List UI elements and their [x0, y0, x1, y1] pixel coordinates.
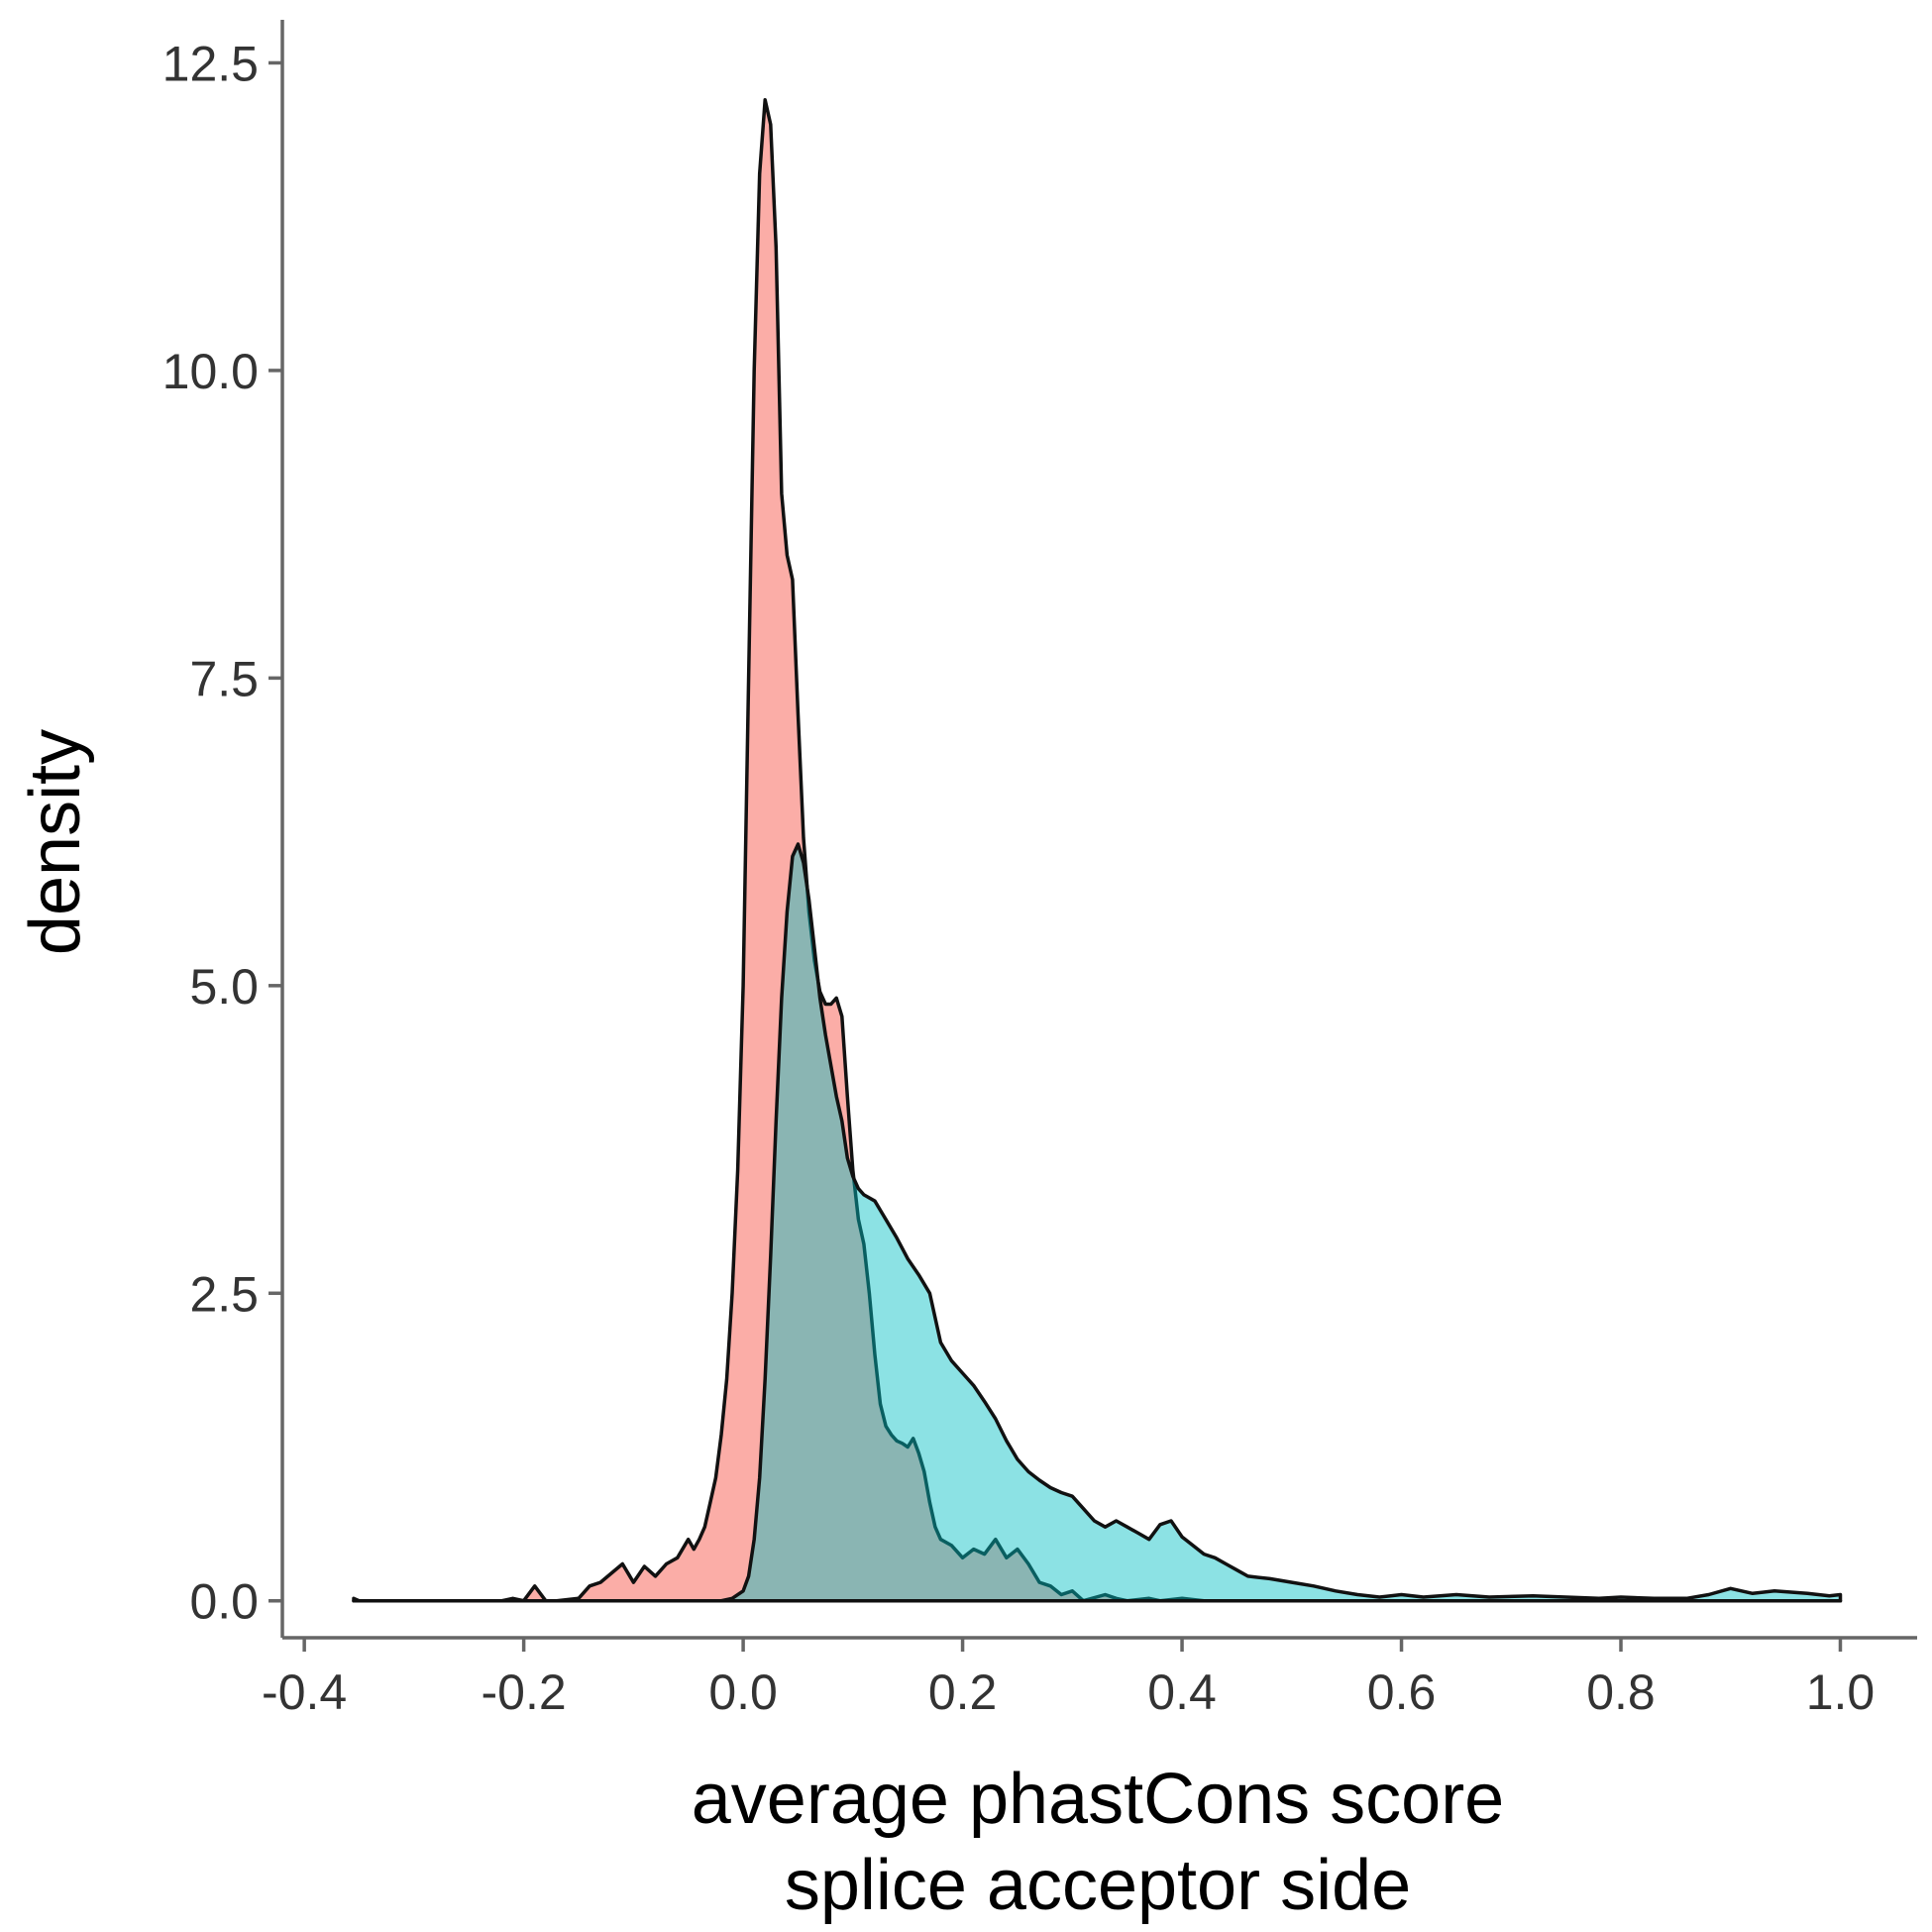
x-tick-label: 0.0 — [708, 1664, 778, 1720]
density-area-2 — [352, 842, 1843, 1603]
y-tick-label: 0.0 — [189, 1574, 259, 1630]
y-tick-label: 7.5 — [189, 651, 259, 706]
x-tick-label: 1.0 — [1806, 1664, 1876, 1720]
density-areas — [352, 97, 1843, 1603]
x-axis-ticks: -0.4 -0.2 0.0 0.2 0.4 0.6 0.8 1.0 — [262, 1638, 1875, 1720]
y-axis-ticks: 0.0 2.5 5.0 7.5 10.0 12.5 — [162, 36, 282, 1630]
y-tick-label: 2.5 — [189, 1266, 259, 1322]
y-tick-label: 12.5 — [162, 36, 259, 91]
x-tick-label: -0.4 — [262, 1664, 347, 1720]
y-tick-label: 10.0 — [162, 344, 259, 399]
axes — [280, 20, 1917, 1640]
x-axis-title-line-2: splice acceptor side — [785, 1846, 1411, 1925]
x-tick-label: 0.8 — [1586, 1664, 1656, 1720]
x-tick-label: 0.2 — [928, 1664, 998, 1720]
y-tick-label: 5.0 — [189, 959, 259, 1015]
x-tick-label: -0.2 — [482, 1664, 567, 1720]
x-axis-title-line-1: average phastCons score — [692, 1760, 1504, 1839]
y-axis-title: density — [16, 729, 95, 955]
x-tick-label: 0.6 — [1367, 1664, 1437, 1720]
x-tick-label: 0.4 — [1147, 1664, 1217, 1720]
density-area-1 — [352, 97, 1843, 1603]
